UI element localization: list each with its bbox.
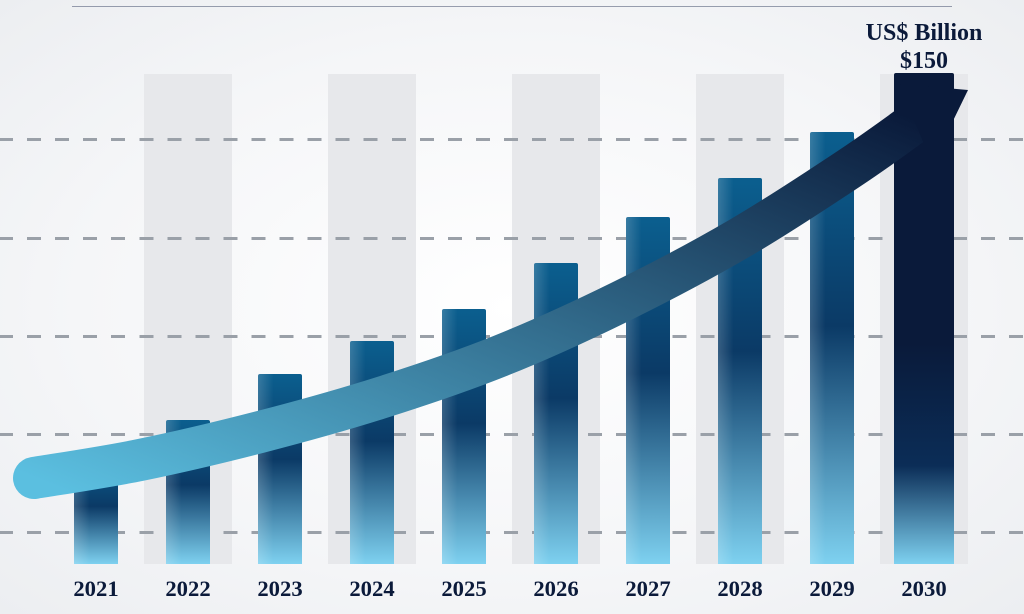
- chart-frame: US$ Billion $150 20212022202320242025202…: [0, 0, 1024, 614]
- gridline: [0, 237, 1024, 240]
- x-axis-year-label: 2022: [142, 576, 234, 602]
- bar-2027: [626, 217, 670, 564]
- bar-2025: [442, 309, 486, 564]
- x-axis-year-label: 2028: [694, 576, 786, 602]
- x-axis-year-label: 2024: [326, 576, 418, 602]
- bar-2030-highlight: [894, 73, 954, 564]
- gridline: [0, 138, 1024, 141]
- chart-top-border: [72, 6, 952, 7]
- bar-2028: [718, 178, 762, 564]
- x-axis-year-label: 2021: [50, 576, 142, 602]
- x-axis-year-label: 2023: [234, 576, 326, 602]
- x-axis: 2021202220232024202520262027202820292030: [0, 568, 1024, 608]
- x-axis-year-label: 2026: [510, 576, 602, 602]
- x-axis-year-label: 2027: [602, 576, 694, 602]
- plot-area: [0, 40, 1024, 564]
- gridline: [0, 531, 1024, 534]
- bar-2023: [258, 374, 302, 564]
- x-axis-year-label: 2030: [878, 576, 970, 602]
- bar-2024: [350, 341, 394, 564]
- bar-2029: [810, 132, 854, 564]
- bar-2026: [534, 263, 578, 564]
- gridline: [0, 335, 1024, 338]
- x-axis-year-label: 2025: [418, 576, 510, 602]
- bar-2021: [74, 459, 118, 564]
- bar-2022: [166, 420, 210, 564]
- gridline: [0, 433, 1024, 436]
- x-axis-year-label: 2029: [786, 576, 878, 602]
